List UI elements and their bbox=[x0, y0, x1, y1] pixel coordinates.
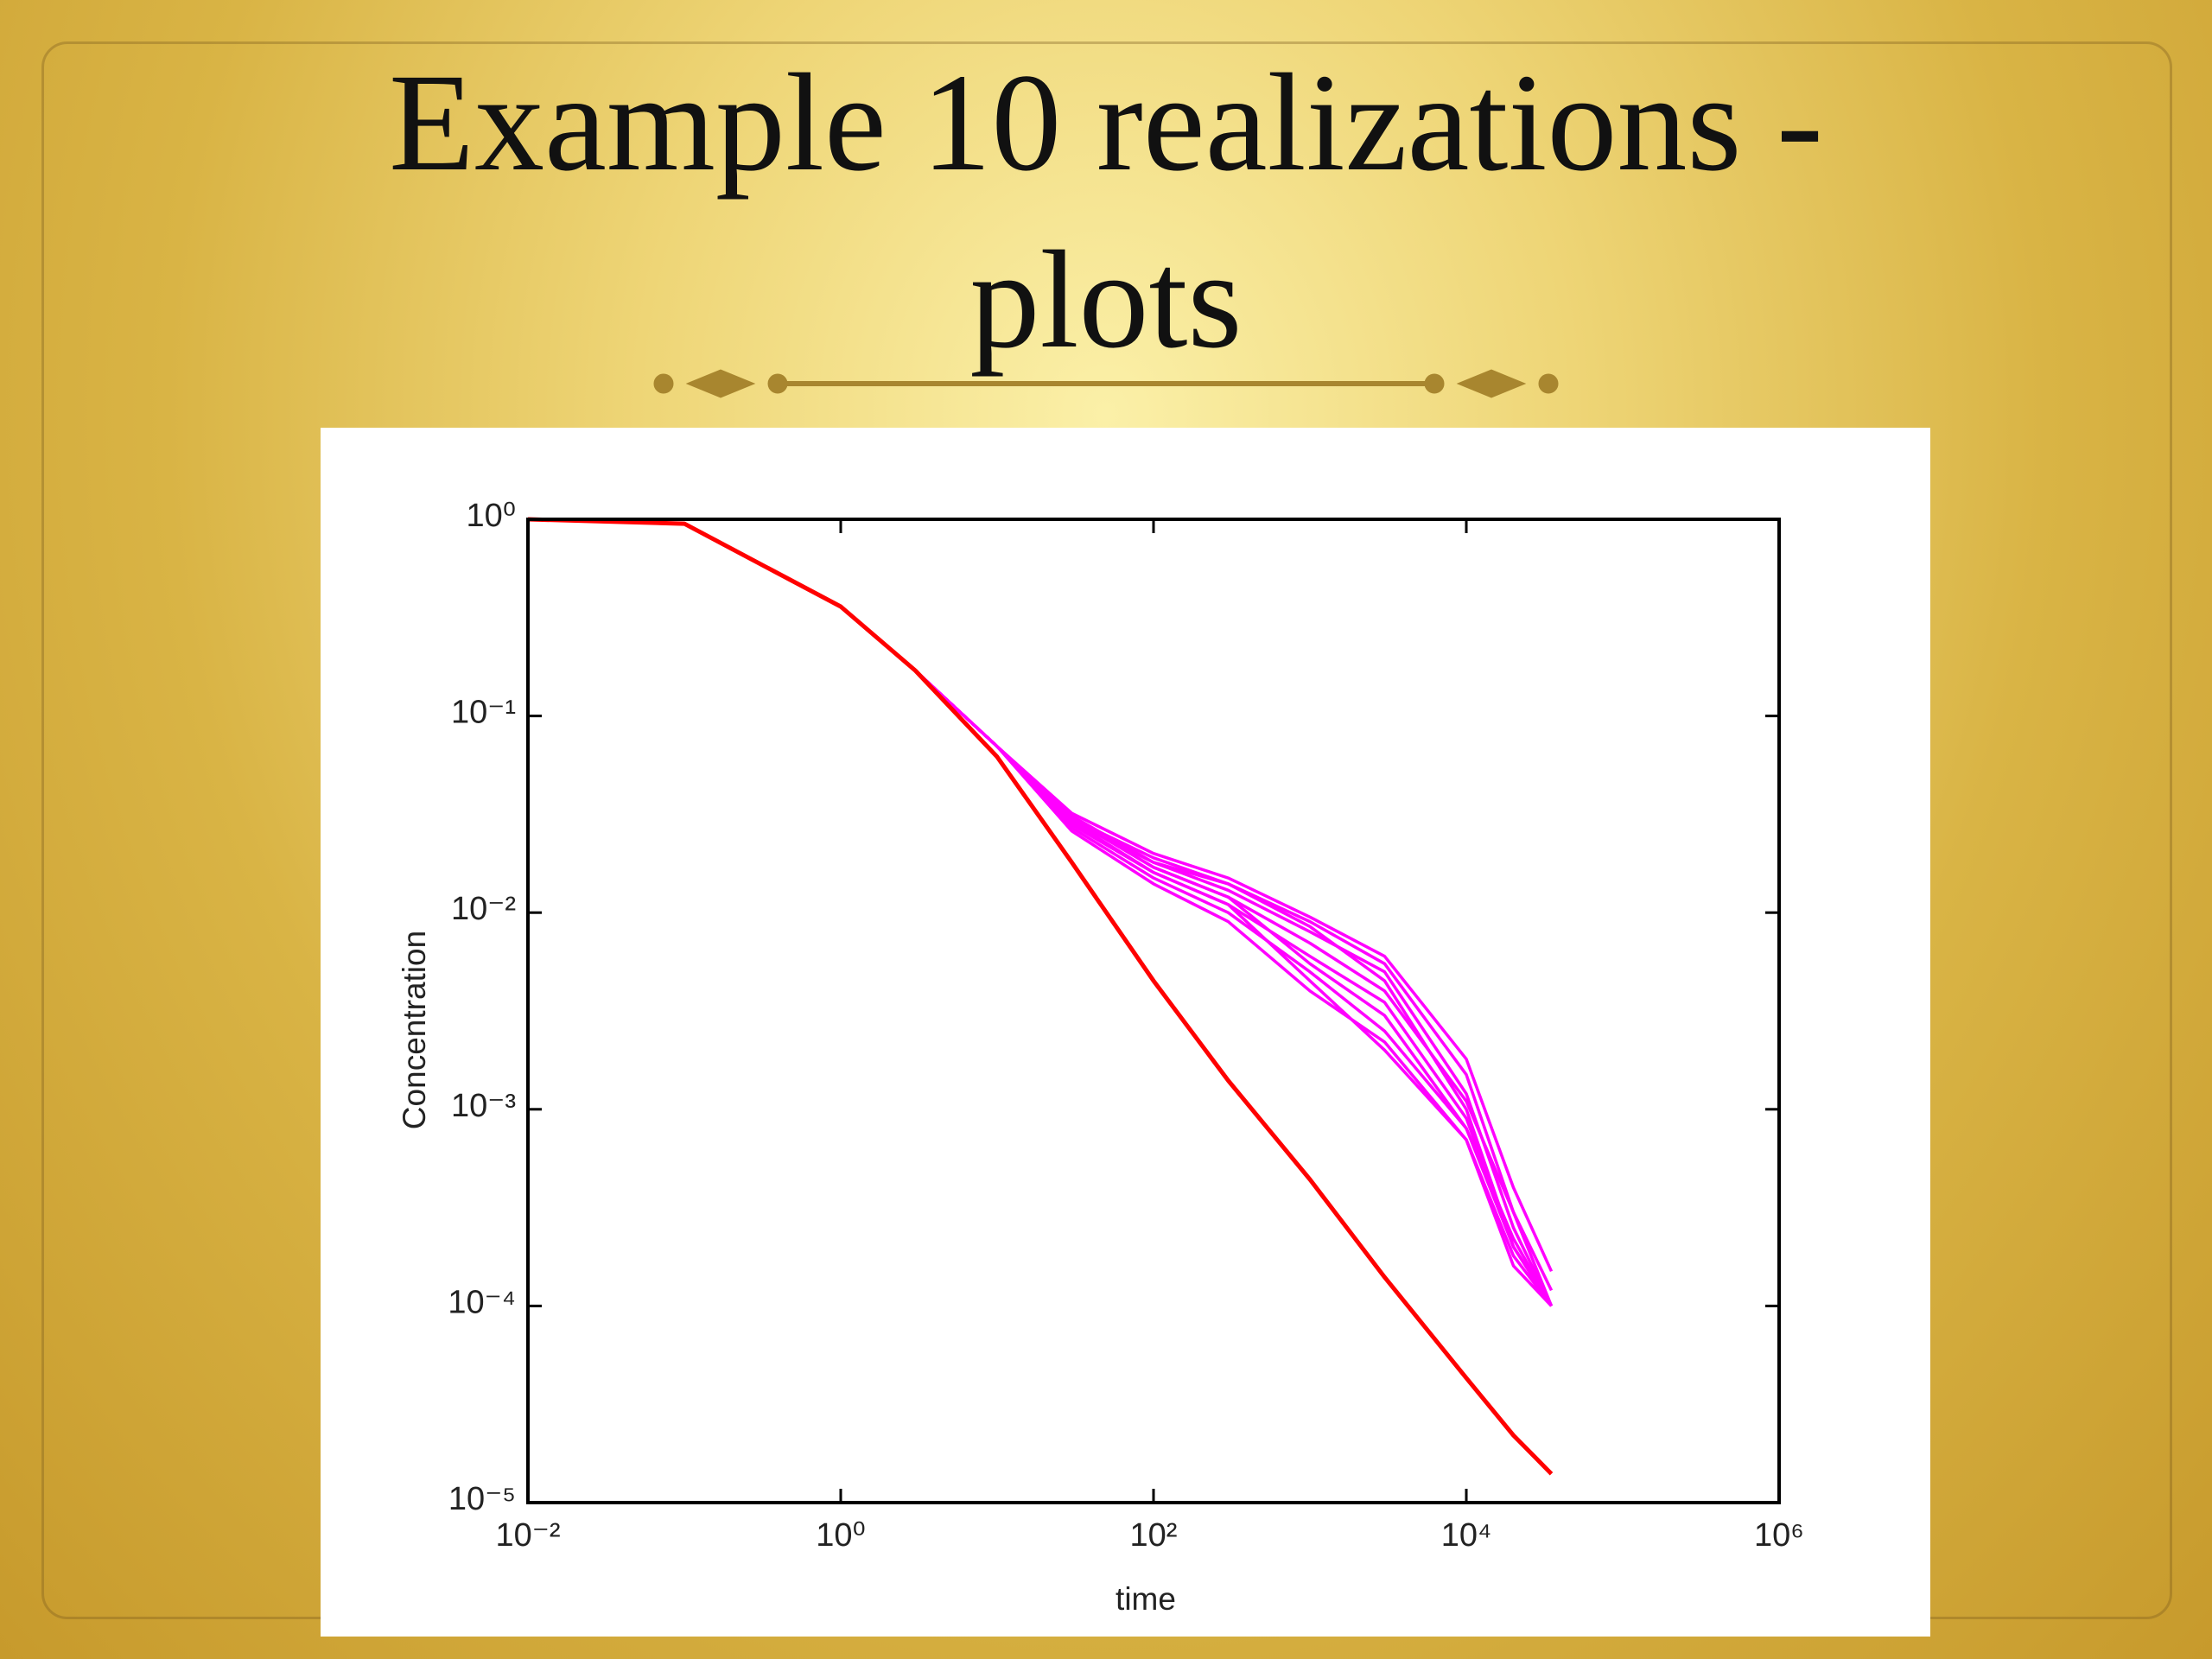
x-tick-label: 10⁶ bbox=[1754, 1517, 1804, 1554]
x-tick-label: 10⁻² bbox=[496, 1517, 561, 1554]
y-tick-label: 10⁻³ bbox=[451, 1088, 516, 1124]
chart-panel bbox=[321, 428, 1930, 1637]
series-line bbox=[527, 517, 1554, 1476]
x-tick-label: 10² bbox=[1130, 1517, 1178, 1554]
x-axis-label: time bbox=[1116, 1581, 1176, 1617]
y-tick-label: 10⁻⁴ bbox=[448, 1284, 516, 1320]
y-tick-label: 10⁻² bbox=[451, 891, 516, 927]
x-tick-label: 10⁴ bbox=[1441, 1517, 1492, 1554]
ornament-diamond bbox=[685, 369, 756, 398]
ornament bbox=[653, 369, 1559, 398]
slide-title: Example 10 realizations - plots bbox=[389, 46, 1823, 378]
x-tick-label: 10⁰ bbox=[816, 1517, 866, 1554]
y-tick-label: 10⁰ bbox=[466, 498, 516, 534]
y-axis-label: Concentration bbox=[397, 931, 432, 1129]
ornament-dot bbox=[1538, 373, 1559, 394]
ornament-dot bbox=[767, 373, 788, 394]
y-tick-label: 10⁻⁵ bbox=[448, 1481, 516, 1517]
ornament-dot bbox=[1424, 373, 1445, 394]
ornament-dot bbox=[653, 373, 674, 394]
ornament-diamond bbox=[1456, 369, 1527, 398]
y-tick-label: 10⁻¹ bbox=[451, 695, 516, 731]
